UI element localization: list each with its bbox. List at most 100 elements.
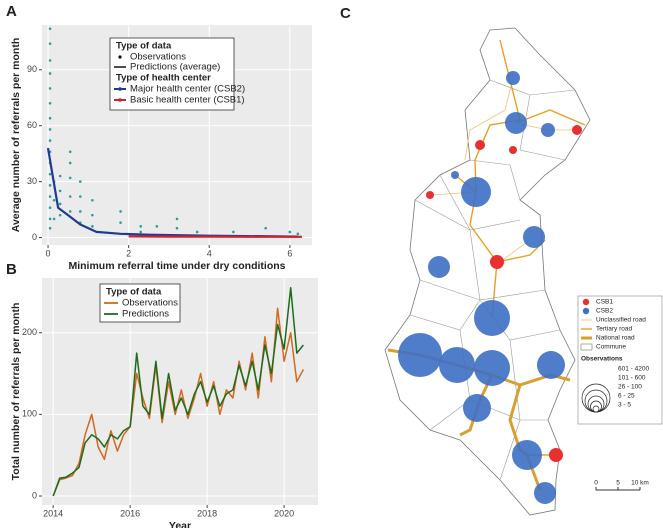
- map-legend-label: CSB1: [596, 299, 613, 306]
- panel-label: C: [340, 5, 351, 22]
- csb2-site: [505, 112, 527, 134]
- csb2-site: [523, 226, 545, 248]
- observation-point: [119, 210, 122, 213]
- observation-point: [91, 225, 94, 228]
- district-outline: [384, 27, 591, 516]
- scale-label: 5: [616, 480, 620, 487]
- legend-symbol: [582, 298, 590, 306]
- size-label: 26 - 100: [618, 384, 642, 391]
- observation-point: [58, 213, 62, 217]
- size-label: 3 - 5: [618, 402, 631, 409]
- map-legend-label: Unclassified road: [596, 317, 646, 324]
- csb2-site: [461, 177, 491, 207]
- observation-point: [91, 213, 94, 217]
- legend-symbol: [582, 307, 590, 315]
- observation-point: [48, 116, 52, 120]
- csb2-site: [537, 351, 565, 379]
- csb2-site: [512, 440, 542, 470]
- x-axis-title: Year: [169, 520, 191, 528]
- legend-symbol: [118, 55, 122, 59]
- panel-label: B: [6, 261, 17, 278]
- observation-point: [264, 226, 267, 230]
- map-legend-label: Tertiary road: [596, 326, 633, 333]
- csb2-site: [428, 256, 450, 278]
- csb2-site: [439, 347, 475, 383]
- size-label: 101 - 600: [618, 375, 646, 382]
- map-legend-label: National road: [596, 335, 635, 342]
- y-axis-title: Average number of referrals per month: [10, 38, 22, 233]
- observation-point: [78, 195, 82, 198]
- observation-point: [68, 210, 72, 213]
- observation-point: [48, 128, 52, 131]
- legend-title: Type of data: [116, 41, 172, 52]
- size-label: 601 - 4200: [618, 366, 649, 373]
- observation-point: [68, 176, 72, 180]
- csb2-site: [534, 482, 556, 504]
- legend-symbol: [118, 98, 122, 102]
- observation-point: [139, 230, 143, 234]
- x-tick-label: 2018: [197, 508, 217, 518]
- csb1-site: [572, 125, 582, 135]
- observation-point: [48, 184, 52, 187]
- x-axis-title: Minimum referral time under dry conditio…: [68, 260, 285, 272]
- scale-label: 0: [594, 480, 598, 487]
- csb2-site: [474, 350, 510, 386]
- observation-point: [48, 59, 52, 62]
- y-tick-label: 200: [22, 327, 37, 337]
- map-legend-label: Commune: [596, 344, 626, 351]
- x-tick-label: 4: [207, 248, 212, 258]
- observation-point: [232, 230, 235, 234]
- observation-point: [195, 230, 199, 234]
- x-tick-label: 0: [46, 248, 51, 258]
- map-size-title: Observations: [581, 356, 623, 363]
- legend-label: Major health center (CSB2): [130, 84, 245, 95]
- y-tick-label: 90: [27, 64, 37, 74]
- legend-symbol: [118, 87, 122, 91]
- observation-point: [52, 217, 56, 221]
- y-tick-label: 60: [27, 120, 37, 130]
- map-legend-label: CSB2: [596, 308, 613, 315]
- x-tick-label: 2014: [43, 508, 63, 518]
- observation-point: [296, 232, 300, 236]
- observation-point: [48, 72, 52, 75]
- observation-point: [288, 230, 292, 234]
- legend-label: Observations: [130, 52, 186, 63]
- y-tick-label: 0: [32, 232, 37, 242]
- observation-point: [68, 150, 72, 154]
- series-line: [52, 287, 304, 497]
- legend-title: Type of health center: [116, 73, 211, 84]
- csb1-site: [426, 191, 434, 199]
- observation-point: [58, 202, 62, 206]
- x-tick-label: 2016: [120, 508, 140, 518]
- y-axis-title: Total number of referrals per month: [10, 303, 22, 481]
- observation-point: [119, 221, 122, 224]
- csb2-site: [451, 171, 459, 179]
- legend-title: Type of data: [106, 287, 162, 298]
- observation-point: [175, 217, 179, 221]
- map: [384, 27, 591, 516]
- observation-point: [48, 195, 52, 198]
- csb2-site: [398, 333, 442, 377]
- observation-point: [48, 42, 52, 45]
- csb1-site: [475, 140, 485, 150]
- y-tick-label: 30: [27, 176, 37, 186]
- observation-point: [78, 180, 82, 183]
- x-tick-label: 2020: [274, 508, 294, 518]
- x-tick-label: 2: [126, 248, 131, 258]
- observation-point: [48, 102, 52, 105]
- observation-point: [48, 139, 52, 142]
- observation-point: [139, 225, 143, 228]
- csb2-site: [463, 394, 491, 422]
- x-tick-label: 6: [287, 248, 292, 258]
- observation-point: [48, 87, 52, 90]
- series-line: [46, 147, 298, 238]
- legend-label: Predictions: [122, 309, 169, 320]
- y-tick-label: 100: [22, 409, 37, 419]
- observation-point: [48, 172, 52, 176]
- legend-label: Observations: [122, 298, 178, 309]
- panel-label: A: [6, 3, 17, 20]
- size-symbol: [592, 405, 600, 413]
- scale-label: 10 km: [631, 480, 649, 487]
- observation-point: [48, 206, 52, 210]
